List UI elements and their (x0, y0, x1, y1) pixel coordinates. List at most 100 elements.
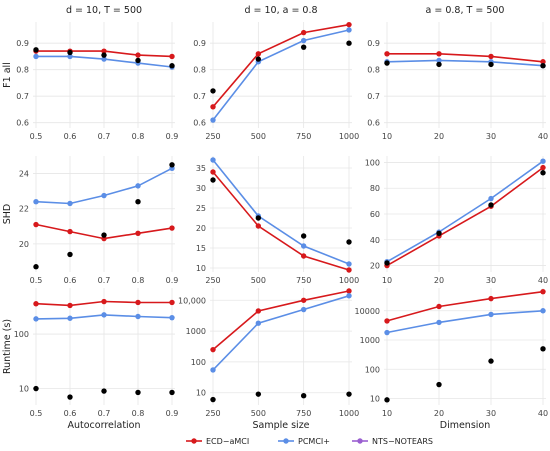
y-tick-label: 100 (365, 365, 380, 374)
data-point (210, 117, 216, 123)
x-tick-label: 750 (296, 132, 311, 141)
x-tick-label: 40 (538, 409, 548, 418)
y-tick-label: 0.9 (367, 39, 380, 48)
x-tick-label: 40 (538, 132, 548, 141)
column-title: d = 10, T = 500 (66, 5, 142, 16)
data-point (436, 57, 442, 64)
data-point (135, 52, 141, 58)
data-point (346, 21, 352, 28)
data-point (210, 88, 216, 94)
legend-marker (357, 438, 363, 444)
data-point (210, 177, 216, 183)
series-line (212, 290, 350, 351)
x-tick-label: 0.7 (98, 409, 111, 418)
y-tick-label: 100 (365, 158, 380, 167)
data-point (255, 308, 262, 314)
x-tick-label: 500 (251, 409, 266, 418)
data-point (300, 44, 307, 50)
data-point (210, 396, 216, 403)
data-point (210, 157, 216, 163)
data-point (169, 389, 175, 396)
y-tick-label: 0.8 (193, 66, 206, 75)
x-tick-label: 0.9 (166, 132, 179, 141)
data-point (255, 391, 262, 397)
data-point (169, 53, 175, 60)
panel-r2-c0: 10 100 0.5 0.6 0.7 0.8 0.9 (14, 288, 178, 418)
data-point (255, 215, 262, 221)
x-tick-label: 0.6 (64, 132, 77, 141)
x-tick-label: 500 (251, 132, 266, 141)
data-point (135, 230, 141, 237)
x-tick-label: 10 (382, 409, 392, 418)
x-tick-label: 20 (434, 276, 444, 285)
series-line (212, 23, 350, 108)
row-label: F1 all (2, 62, 13, 88)
x-tick-label: 0.5 (30, 409, 43, 418)
y-tick-label: 0.9 (16, 39, 29, 48)
y-tick-label: 20 (196, 224, 206, 233)
x-tick-label: 0.5 (30, 132, 43, 141)
data-point (135, 299, 141, 306)
column-title: a = 0.8, T = 500 (426, 5, 505, 16)
x-tick-label: 0.6 (64, 276, 77, 285)
x-tick-label: 500 (251, 276, 266, 285)
y-tick-label: 10000 (355, 307, 380, 316)
series-line (387, 173, 543, 263)
data-point (436, 61, 442, 68)
data-point (540, 59, 546, 65)
y-tick-label: 24 (19, 170, 29, 179)
y-tick-label: 1000 (186, 327, 206, 336)
panel-r0-c1: 0.6 0.7 0.8 0.9 250 500 750 1000 (193, 21, 359, 141)
series-line (387, 52, 544, 63)
data-point (101, 192, 107, 199)
data-point (488, 295, 494, 302)
data-point (384, 329, 390, 336)
series-line (386, 59, 544, 67)
legend-marker (283, 438, 289, 444)
data-point (300, 393, 307, 399)
data-point (436, 230, 442, 237)
data-point (255, 56, 262, 62)
data-point (169, 162, 175, 168)
data-point (488, 195, 494, 202)
data-point (33, 47, 39, 53)
x-axis-label: Autocorrelation (67, 420, 140, 431)
series-line (212, 159, 350, 265)
data-point (135, 57, 141, 64)
y-tick-label: 10 (196, 264, 206, 273)
data-point (101, 312, 107, 318)
data-point (67, 228, 73, 235)
data-point (33, 385, 39, 392)
data-point (300, 243, 307, 249)
y-tick-label: 0.7 (193, 92, 206, 101)
data-point (346, 40, 352, 46)
data-point (101, 48, 107, 54)
series-line (386, 166, 544, 267)
x-tick-label: 0.8 (132, 276, 145, 285)
x-tick-label: 1000 (339, 276, 359, 285)
data-point (384, 397, 390, 403)
y-tick-label: 60 (370, 210, 380, 219)
data-point (135, 389, 141, 396)
data-point (540, 288, 546, 295)
data-point (384, 51, 390, 57)
legend-label: ECD−aMCI (206, 437, 249, 446)
data-point (33, 316, 39, 322)
data-point (67, 49, 73, 56)
data-point (255, 51, 262, 57)
column-title: d = 10, a = 0.8 (244, 5, 317, 16)
data-point (210, 346, 216, 353)
data-point (346, 267, 352, 273)
row-label: Runtime (s) (2, 319, 13, 374)
y-tick-label: 80 (370, 184, 380, 193)
x-tick-label: 250 (205, 132, 220, 141)
y-tick-label: 1000 (360, 336, 380, 345)
data-point (135, 198, 141, 205)
data-point (101, 52, 107, 58)
data-point (33, 198, 39, 205)
data-point (346, 293, 352, 299)
data-point (300, 233, 307, 239)
series-line (386, 310, 544, 334)
